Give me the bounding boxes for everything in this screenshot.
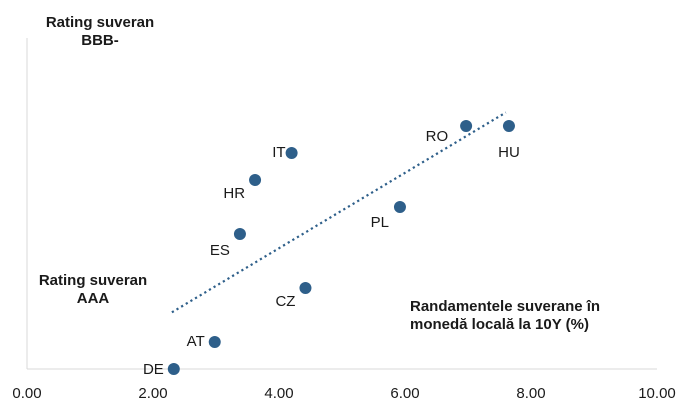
- x-tick-label: 0.00: [12, 385, 41, 402]
- x-axis-title-line1: Randamentele suverane în: [410, 298, 601, 315]
- point-pl: [393, 201, 406, 213]
- point-label-cz: CZ: [275, 293, 295, 310]
- point-label-de: DE: [143, 361, 164, 378]
- point-label-pl: PL: [371, 214, 389, 231]
- bottom-rating-annotation: Rating suveran AAA: [18, 272, 168, 308]
- bottom-rating-line2: AAA: [76, 290, 110, 307]
- x-axis-title: Randamentele suverane în monedă locală l…: [410, 298, 670, 334]
- top-rating-annotation: Rating suveran BBB-: [35, 14, 165, 50]
- point-hu: [502, 120, 515, 132]
- top-rating-line1: Rating suveran: [45, 14, 155, 31]
- point-ro: [460, 120, 473, 132]
- point-es: [233, 228, 246, 240]
- x-tick-label: 4.00: [264, 385, 293, 402]
- x-tick-label: 10.00: [638, 385, 676, 402]
- point-at: [208, 336, 221, 348]
- x-tick-label: 6.00: [390, 385, 419, 402]
- point-de: [167, 363, 180, 375]
- x-tick-label: 2.00: [138, 385, 167, 402]
- trend-line: [171, 111, 507, 314]
- bottom-rating-line1: Rating suveran: [38, 272, 148, 289]
- point-it: [285, 147, 298, 159]
- top-rating-line2: BBB-: [81, 32, 119, 49]
- point-cz: [299, 282, 312, 294]
- point-label-hr: HR: [223, 185, 245, 202]
- point-hr: [249, 174, 262, 186]
- point-label-hu: HU: [498, 144, 520, 161]
- point-label-it: IT: [272, 144, 285, 161]
- point-label-at: AT: [187, 333, 205, 350]
- point-label-ro: RO: [426, 128, 449, 145]
- point-label-es: ES: [210, 242, 230, 259]
- x-axis-title-line2: monedă locală la 10Y (%): [410, 316, 589, 333]
- x-tick-label: 8.00: [516, 385, 545, 402]
